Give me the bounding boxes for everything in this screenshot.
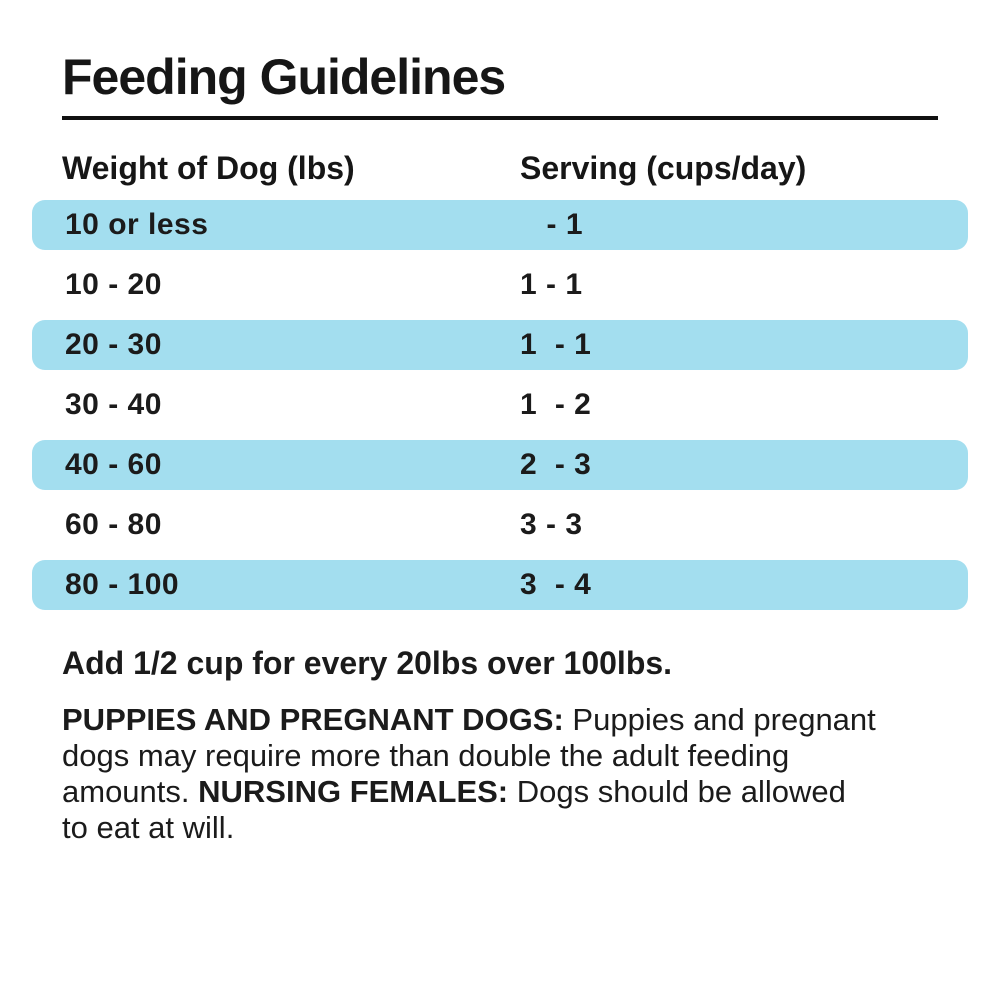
puppies-nursing-note: PUPPIES AND PREGNANT DOGS: Puppies and p… [62, 702, 972, 846]
table-row: 10 - 20 1 - 1 [32, 260, 968, 310]
serving-cell: 3 - 4 [520, 568, 592, 601]
table-row: 30 - 40 1 - 2 [32, 380, 968, 430]
serving-cell: 3 - 3 [520, 508, 583, 541]
weight-cell: 10 or less [65, 208, 209, 241]
weight-cell: 40 - 60 [65, 448, 162, 481]
weight-cell: 10 - 20 [65, 268, 162, 301]
serving-cell: 1 - 1 [520, 268, 583, 301]
puppies-label: PUPPIES AND PREGNANT DOGS: [62, 702, 564, 737]
page-title: Feeding Guidelines [62, 49, 506, 105]
extra-weight-note: Add 1/2 cup for every 20lbs over 100lbs. [62, 645, 673, 681]
table-row: 10 or less - 1 [32, 200, 968, 250]
weight-cell: 80 - 100 [65, 568, 180, 601]
note-line: dogs may require more than double the ad… [62, 738, 790, 773]
table-row: 80 - 100 3 - 4 [32, 560, 968, 610]
title-underline [62, 116, 938, 120]
table-row: 60 - 80 3 - 3 [32, 500, 968, 550]
weight-cell: 30 - 40 [65, 388, 162, 421]
note-line: to eat at will. [62, 810, 235, 845]
note-line: amounts. NURSING FEMALES: Dogs should be… [62, 774, 846, 809]
table-row: 20 - 30 1 - 1 [32, 320, 968, 370]
column-header-weight: Weight of Dog (lbs) [62, 150, 355, 186]
serving-cell: 2 - 3 [520, 448, 592, 481]
serving-cell: 1 - 2 [520, 388, 592, 421]
nursing-label: NURSING FEMALES: [198, 774, 509, 809]
column-header-serving: Serving (cups/day) [520, 150, 807, 186]
weight-cell: 60 - 80 [65, 508, 162, 541]
table-row: 40 - 60 2 - 3 [32, 440, 968, 490]
serving-cell: - 1 [520, 208, 584, 241]
serving-cell: 1 - 1 [520, 328, 592, 361]
weight-cell: 20 - 30 [65, 328, 162, 361]
note-line: PUPPIES AND PREGNANT DOGS: Puppies and p… [62, 702, 876, 737]
